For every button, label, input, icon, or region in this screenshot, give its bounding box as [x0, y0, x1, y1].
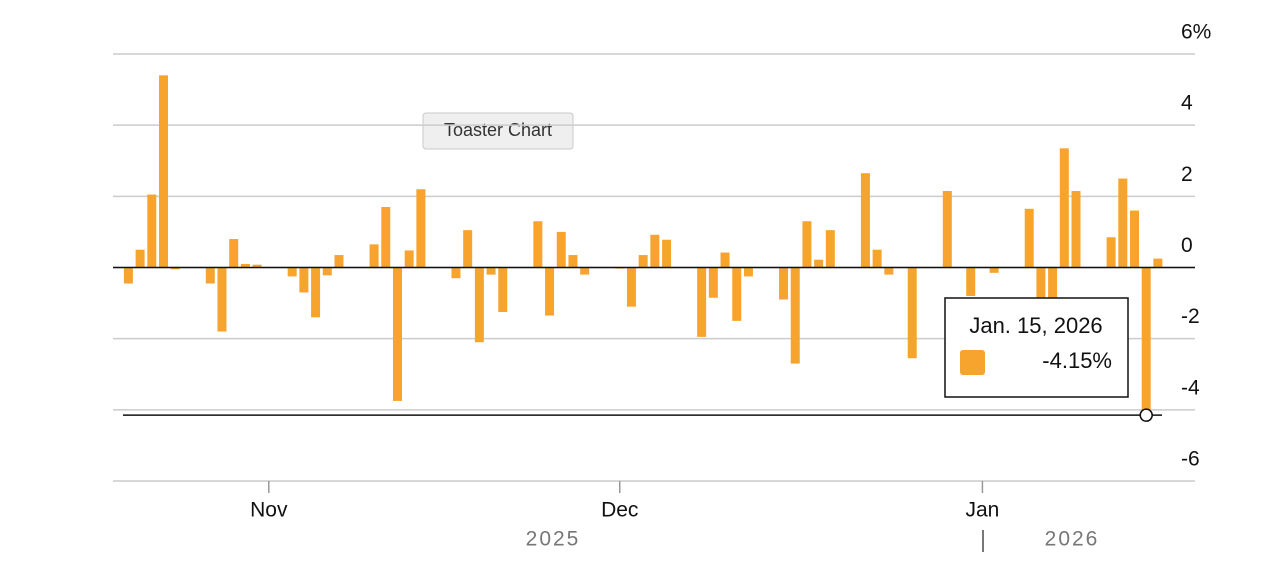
- bar: [135, 249, 145, 268]
- badge: Toaster Chart: [444, 120, 552, 140]
- year-label: 2026: [1045, 528, 1100, 551]
- hover-point: [1139, 408, 1153, 422]
- y-tick-label: 6%: [1181, 21, 1211, 44]
- bar: [626, 267, 636, 307]
- bar: [556, 231, 566, 268]
- bar: [662, 239, 672, 268]
- x-tick-label: Nov: [250, 499, 288, 522]
- y-tick-label: 4: [1181, 92, 1193, 115]
- bar: [486, 267, 496, 275]
- bar: [252, 264, 262, 268]
- bar: [638, 255, 648, 268]
- bar: [147, 194, 157, 268]
- y-tick-label: -4: [1181, 376, 1200, 399]
- bar: [1059, 148, 1069, 268]
- bar: [170, 267, 180, 270]
- bar: [697, 267, 707, 337]
- bar: [287, 267, 297, 277]
- bar: [533, 221, 543, 268]
- bar: [1130, 210, 1140, 268]
- bar: [568, 255, 578, 268]
- bar: [334, 255, 344, 268]
- bar: [860, 173, 870, 268]
- bar: [1071, 190, 1081, 268]
- bar: [123, 267, 133, 284]
- bar: [498, 267, 508, 312]
- bar: [240, 263, 250, 268]
- bar: [743, 267, 753, 277]
- bar: [416, 189, 426, 268]
- x-tick-label: Dec: [601, 499, 638, 522]
- bar: [381, 207, 391, 268]
- bar: [404, 250, 414, 268]
- bar: [158, 75, 168, 268]
- bar: [825, 230, 835, 268]
- bar: [1024, 208, 1034, 268]
- tooltip: Jan. 15, 2026 -4.15%: [944, 297, 1129, 398]
- bar: [299, 267, 309, 293]
- bar: [217, 267, 227, 332]
- bar: [708, 267, 718, 298]
- bar: [907, 267, 917, 359]
- bar: [311, 267, 321, 318]
- bar: [1153, 258, 1163, 268]
- bar: [790, 267, 800, 364]
- bar: [580, 267, 590, 275]
- bar: [1036, 267, 1046, 298]
- badge-box: [422, 112, 574, 150]
- bar: [1048, 267, 1058, 298]
- y-tick-label: -2: [1181, 305, 1200, 328]
- y-tick-label: 0: [1181, 234, 1193, 257]
- bar: [463, 230, 473, 268]
- tooltip-value: -4.15%: [1042, 348, 1112, 373]
- bar: [942, 190, 952, 268]
- bar: [229, 239, 239, 268]
- bar: [1118, 178, 1128, 268]
- y-tick-label: 2: [1181, 163, 1193, 186]
- bar: [802, 221, 812, 268]
- bar: [650, 234, 660, 268]
- bar: [369, 244, 379, 268]
- tooltip-title: Jan. 15, 2026: [969, 313, 1102, 338]
- tooltip-swatch: [960, 350, 985, 375]
- tooltip-box: [944, 297, 1129, 398]
- bar: [779, 267, 789, 300]
- bar: [966, 267, 976, 296]
- bar: [451, 267, 461, 279]
- bar: [205, 267, 215, 284]
- bar: [989, 267, 999, 273]
- bar: [392, 267, 402, 401]
- bar: [474, 267, 484, 343]
- y-tick-label: -6: [1181, 448, 1200, 471]
- bar: [732, 267, 742, 321]
- bar: [872, 249, 882, 268]
- bar: [884, 267, 894, 275]
- year-label: 2025: [526, 528, 581, 551]
- bar: [720, 252, 730, 268]
- bar: [322, 267, 332, 276]
- bar: [1106, 237, 1116, 268]
- bar: [545, 267, 555, 316]
- bar: [1141, 267, 1151, 416]
- bar: [814, 259, 824, 268]
- x-tick-label: Jan: [965, 499, 999, 522]
